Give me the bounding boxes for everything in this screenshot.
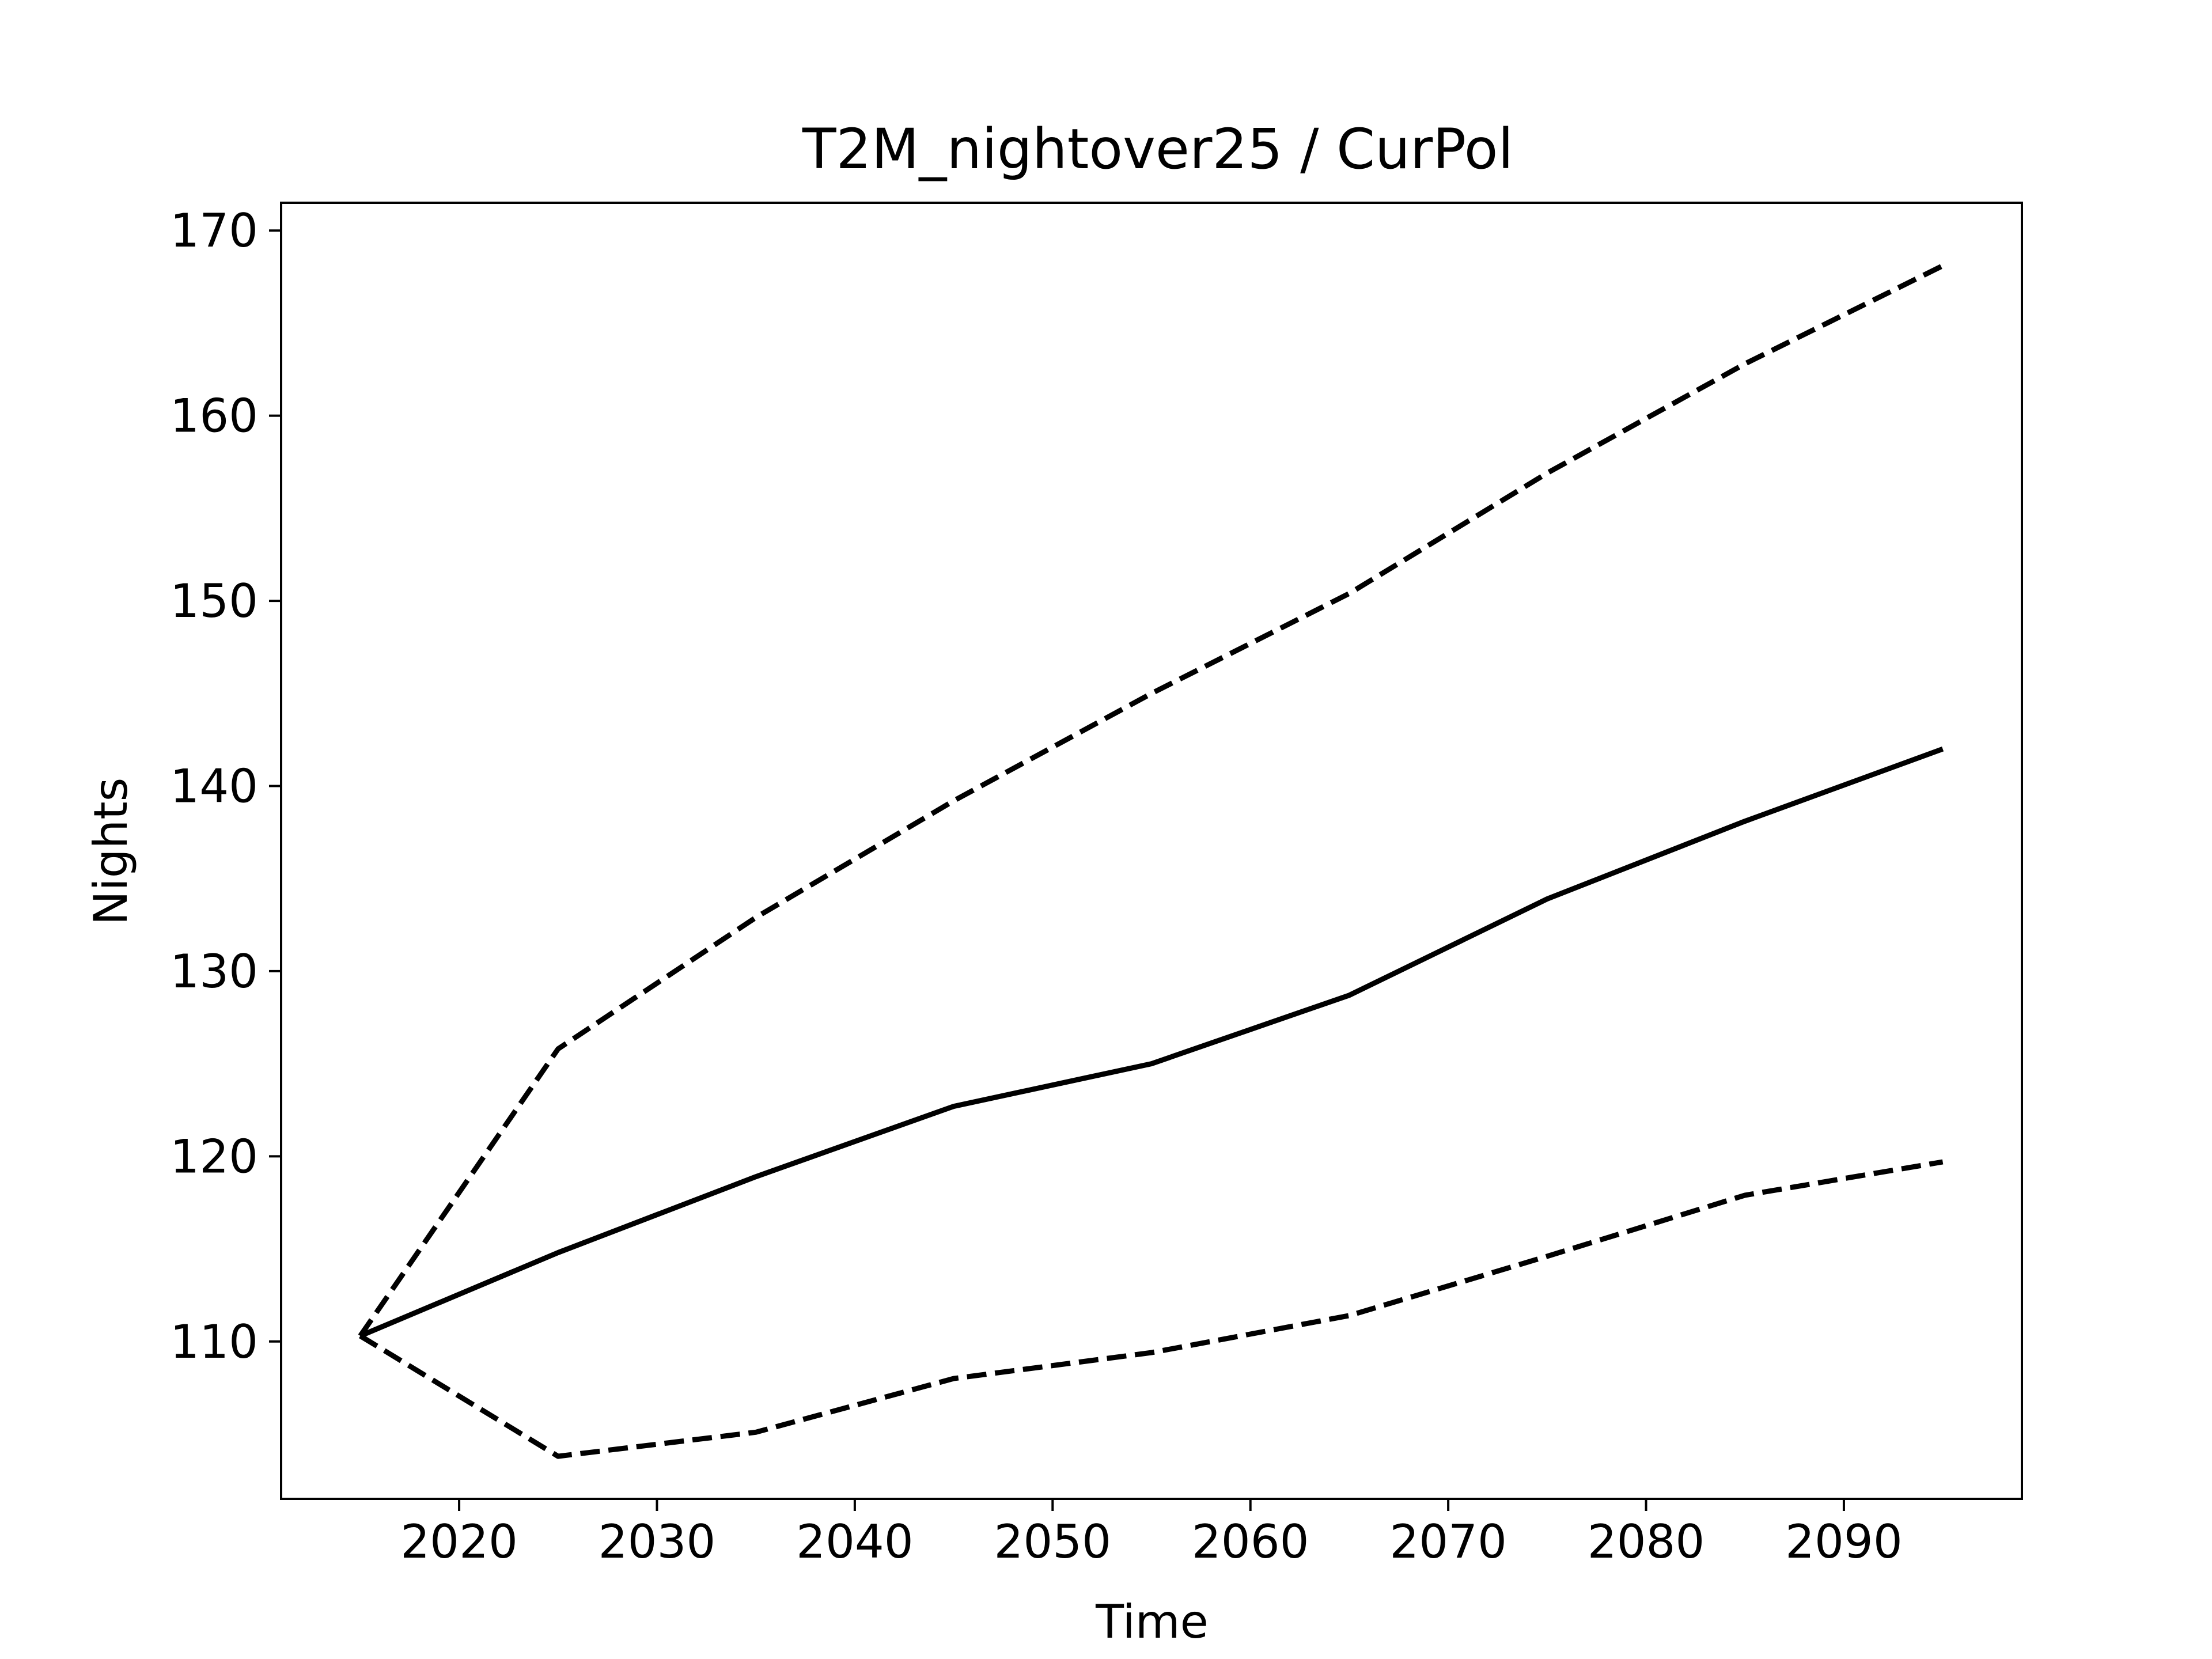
y-tick-label: 150 xyxy=(170,574,258,628)
x-tick-label: 2050 xyxy=(994,1515,1111,1569)
y-tick-label: 120 xyxy=(170,1130,258,1183)
axes-frame xyxy=(280,202,2023,1500)
x-tick-label: 2040 xyxy=(796,1515,914,1569)
y-tick-label: 160 xyxy=(170,389,258,443)
solid-series-line-0 xyxy=(359,746,1944,1339)
x-axis: 2020 2030 2040 2050 2060 2070 2080 2090 xyxy=(400,1499,1903,1569)
dashed-series-line-1 xyxy=(358,263,1944,1338)
y-axis: 110 120 130 140 150 160 170 xyxy=(170,204,281,1369)
x-tick-label: 2020 xyxy=(400,1515,518,1569)
y-axis-label: Nights xyxy=(84,778,138,926)
x-tick-label: 2060 xyxy=(1192,1515,1309,1569)
x-tick-label: 2090 xyxy=(1785,1515,1903,1569)
x-tick-label: 2030 xyxy=(599,1515,716,1569)
y-tick-label: 140 xyxy=(170,760,258,813)
y-tick-label: 130 xyxy=(170,945,258,998)
y-tick-label: 110 xyxy=(170,1315,258,1369)
chart-title: T2M_nightover25 / CurPol xyxy=(802,117,1513,181)
x-tick-label: 2070 xyxy=(1389,1515,1507,1569)
dashed-series-line-2 xyxy=(359,1159,1944,1459)
x-axis-label: Time xyxy=(1095,1595,1209,1649)
x-tick-label: 2080 xyxy=(1588,1515,1705,1569)
plot-area xyxy=(358,263,1944,1459)
y-tick-label: 170 xyxy=(170,204,258,257)
